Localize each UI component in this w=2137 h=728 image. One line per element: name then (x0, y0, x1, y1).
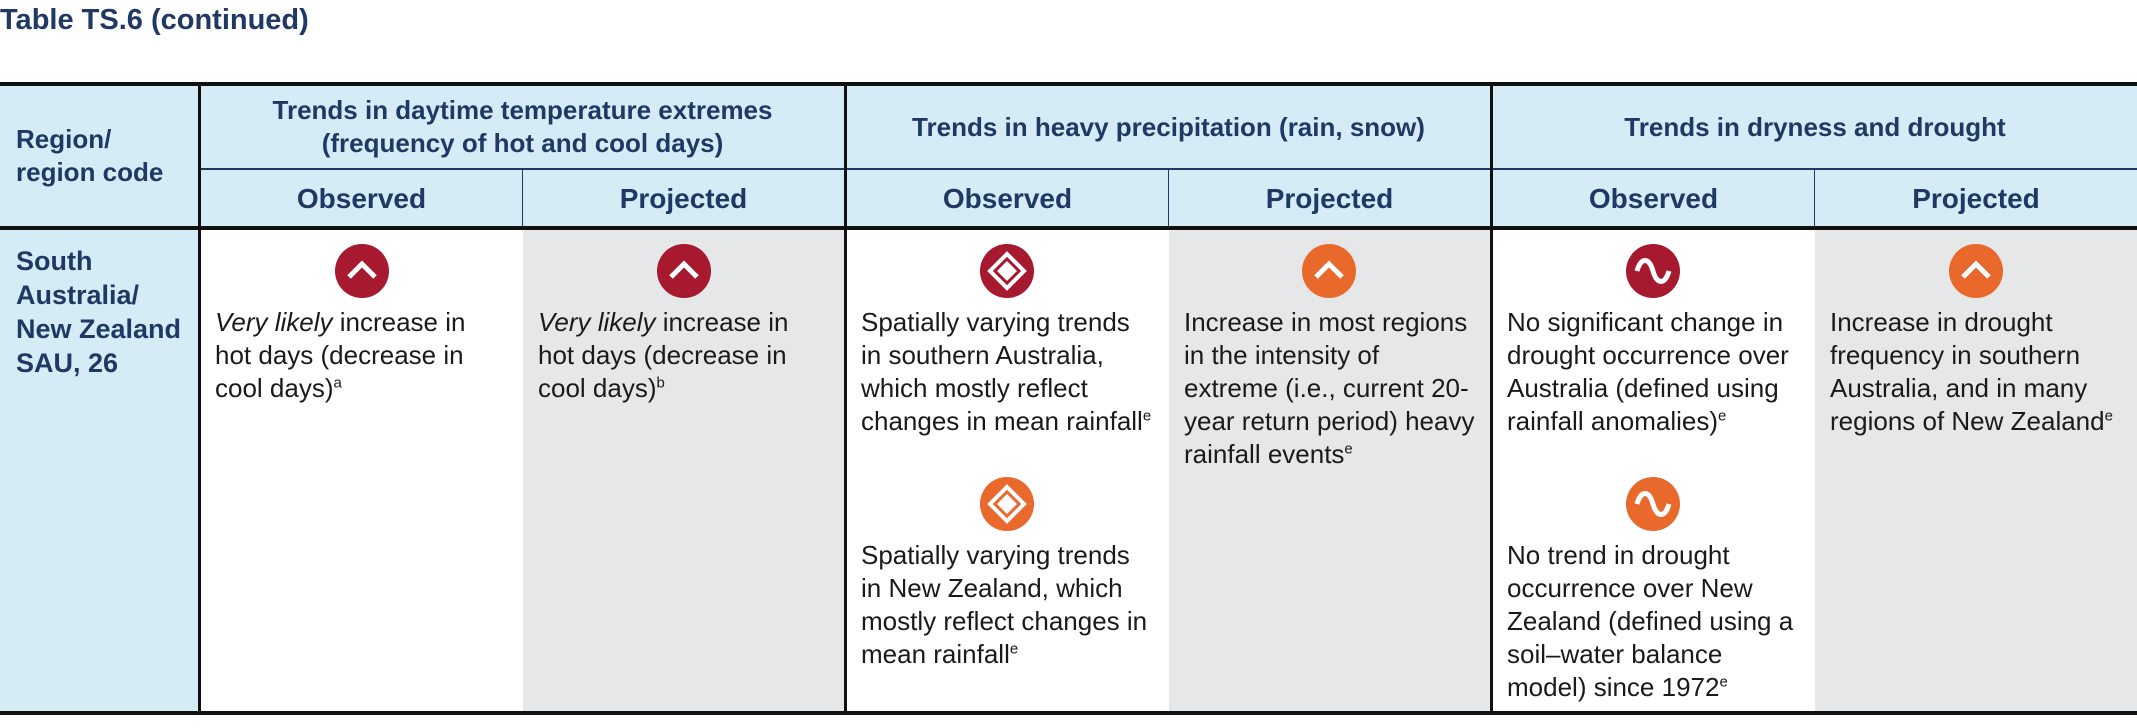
precip-projected-text: Increase in most regions in the intensit… (1184, 307, 1475, 469)
up-chevron-icon (1302, 244, 1356, 298)
region-column-header: Region/ region code (0, 86, 199, 226)
drought-projected-cell (1815, 230, 2137, 711)
precip-observed-header: Observed (847, 170, 1168, 226)
up-down-chevron-icon (980, 244, 1034, 298)
up-down-chevron-icon (980, 477, 1034, 531)
temperature-group-title: Trends in daytime temperature extremes (… (272, 95, 773, 158)
drought-observed-header: Observed (1493, 170, 1814, 226)
region-cell: South Australia/ New Zealand SAU, 26 (0, 230, 199, 711)
temp-projected-text: Very likely increase in hot days (decrea… (538, 307, 789, 403)
subcolumn-rule (522, 170, 523, 226)
region-header-label: Region/ region code (16, 124, 164, 187)
column-rule (198, 86, 201, 711)
up-chevron-icon (657, 244, 711, 298)
drought-projected-header: Projected (1815, 170, 2137, 226)
precip-observed-text-2: Spatially varying trends in New Zealand,… (861, 540, 1148, 669)
temp-observed-header: Observed (201, 170, 522, 226)
wave-icon (1626, 244, 1680, 298)
up-chevron-icon (335, 244, 389, 298)
drought-group-header: Trends in dryness and drought (1493, 86, 2137, 168)
temp-projected-header: Projected (523, 170, 844, 226)
projection-table: Region/ region code Trends in daytime te… (0, 82, 2137, 716)
region-name: South Australia/ New Zealand SAU, 26 (16, 246, 182, 378)
drought-group-title: Trends in dryness and drought (1624, 111, 2006, 142)
subcolumn-rule (1168, 170, 1169, 226)
header-divider (201, 168, 2137, 170)
drought-observed-text-1: No significant change in drought occurre… (1507, 307, 1789, 436)
temp-observed-text: Very likely increase in hot days (decrea… (215, 307, 466, 403)
drought-observed-text-2: No trend in drought occurrence over New … (1507, 540, 1794, 702)
precipitation-group-header: Trends in heavy precipitation (rain, sno… (847, 86, 1490, 168)
precip-projected-cell (1169, 230, 1490, 711)
table-bottom-rule (0, 711, 2137, 715)
precip-projected-header: Projected (1169, 170, 1490, 226)
table-caption: Table TS.6 (continued) (0, 4, 309, 36)
subcolumn-rule (1814, 170, 1815, 226)
header-bottom-rule (0, 226, 2137, 230)
precip-observed-text-1: Spatially varying trends in southern Aus… (861, 307, 1152, 436)
column-rule (1490, 86, 1493, 711)
precipitation-group-title: Trends in heavy precipitation (rain, sno… (912, 111, 1425, 142)
temperature-group-header: Trends in daytime temperature extremes (… (201, 86, 844, 168)
drought-projected-text: Increase in drought frequency in souther… (1830, 307, 2113, 436)
column-rule (844, 86, 847, 711)
table-top-rule (0, 82, 2137, 86)
temp-projected-cell (523, 230, 844, 711)
up-chevron-icon (1949, 244, 2003, 298)
wave-icon (1626, 477, 1680, 531)
